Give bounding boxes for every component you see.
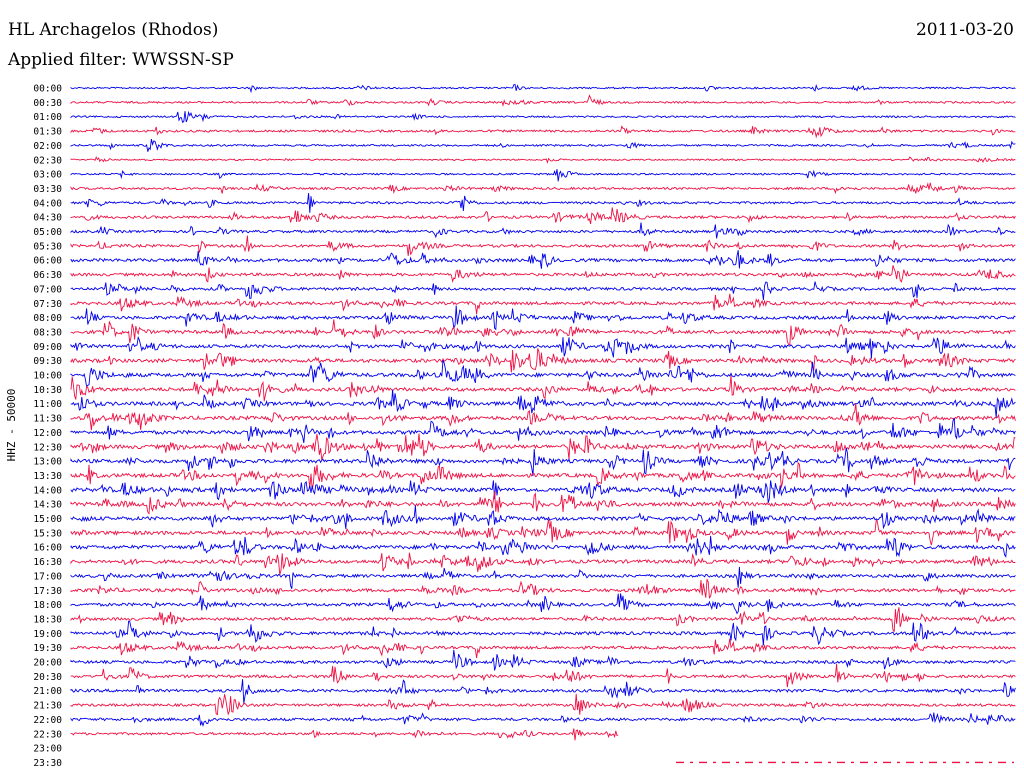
time-tick-label: 19:00 <box>33 629 62 640</box>
seismic-trace-0530 <box>70 235 1016 257</box>
seismic-trace-1900 <box>70 620 1016 646</box>
time-tick-label: 04:00 <box>33 198 62 209</box>
seismic-trace-0000 <box>70 83 1016 94</box>
seismic-trace-0230 <box>70 156 1016 164</box>
seismic-trace-2100 <box>70 679 1016 704</box>
seismic-trace-0400 <box>70 192 1016 213</box>
time-tick-label: 15:30 <box>33 528 62 539</box>
time-tick-label: 01:00 <box>33 112 62 123</box>
time-tick-label: 17:00 <box>33 571 62 582</box>
time-tick-label: 04:30 <box>33 213 62 224</box>
time-tick-label: 13:30 <box>33 471 62 482</box>
seismic-trace-0100 <box>70 110 1016 124</box>
seismic-trace-1730 <box>70 579 1016 599</box>
time-tick-label: 23:00 <box>33 744 62 755</box>
seismic-trace-2200 <box>70 712 1016 728</box>
time-tick-label: 05:00 <box>33 227 62 238</box>
seismic-trace-1600 <box>70 535 1016 558</box>
seismic-trace-1130 <box>70 403 1016 431</box>
time-tick-label: 18:30 <box>33 614 62 625</box>
seismic-trace-1000 <box>70 360 1016 388</box>
time-tick-label: 16:30 <box>33 557 62 568</box>
seismic-trace-0800 <box>70 305 1016 331</box>
seismic-trace-0730 <box>70 293 1016 315</box>
time-tick-label: 16:00 <box>33 543 62 554</box>
seismic-trace-2130 <box>70 693 1016 716</box>
time-tick-label: 08:30 <box>33 327 62 338</box>
time-tick-label: 22:30 <box>33 729 62 740</box>
seismic-trace-1700 <box>70 566 1016 589</box>
seismic-trace-0900 <box>70 335 1016 359</box>
seismic-trace-1830 <box>70 607 1016 633</box>
seismic-trace-0700 <box>70 281 1016 300</box>
time-tick-label: 02:30 <box>33 155 62 166</box>
time-tick-label: 00:30 <box>33 98 62 109</box>
seismic-trace-0430 <box>70 207 1016 225</box>
time-tick-label: 18:00 <box>33 600 62 611</box>
time-tick-label: 21:00 <box>33 686 62 697</box>
time-tick-label: 17:30 <box>33 586 62 597</box>
seismic-trace-1430 <box>70 491 1016 515</box>
time-tick-label: 02:00 <box>33 141 62 152</box>
time-tick-label: 14:00 <box>33 485 62 496</box>
time-tick-label: 09:30 <box>33 356 62 367</box>
time-tick-label: 12:00 <box>33 428 62 439</box>
time-tick-label: 21:30 <box>33 701 62 712</box>
time-tick-label: 03:30 <box>33 184 62 195</box>
y-axis-label: HHZ - 50000 <box>5 389 18 462</box>
seismic-trace-1100 <box>70 389 1016 418</box>
seismic-trace-0200 <box>70 139 1016 152</box>
seismic-trace-2230 <box>70 728 619 741</box>
time-tick-label: 01:30 <box>33 127 62 138</box>
time-tick-label: 10:30 <box>33 385 62 396</box>
time-tick-label: 06:00 <box>33 256 62 267</box>
seismic-trace-0930 <box>70 348 1016 373</box>
time-tick-label: 07:30 <box>33 299 62 310</box>
seismic-trace-1230 <box>70 433 1016 461</box>
time-tick-label: 11:30 <box>33 414 62 425</box>
seismic-trace-1500 <box>70 505 1016 530</box>
time-tick-label: 15:00 <box>33 514 62 525</box>
time-tick-label: 00:00 <box>33 84 62 95</box>
seismic-trace-1800 <box>70 593 1016 615</box>
seismic-trace-1630 <box>70 552 1016 576</box>
seismic-trace-0600 <box>70 250 1016 269</box>
time-tick-label: 10:00 <box>33 371 62 382</box>
seismic-trace-0630 <box>70 265 1016 283</box>
time-tick-label: 07:00 <box>33 284 62 295</box>
time-tick-label: 06:30 <box>33 270 62 281</box>
seismic-trace-1400 <box>70 480 1016 504</box>
seismic-trace-0830 <box>70 319 1016 346</box>
seismic-trace-0300 <box>70 169 1016 182</box>
station-title: HL Archagelos (Rhodos) <box>8 20 219 40</box>
seismic-trace-1300 <box>70 447 1016 476</box>
time-tick-label: 08:00 <box>33 313 62 324</box>
time-tick-label: 12:30 <box>33 442 62 453</box>
time-tick-label: 14:30 <box>33 500 62 511</box>
seismic-trace-1930 <box>70 638 1016 659</box>
recording-date: 2011-03-20 <box>915 20 1014 40</box>
time-tick-label: 11:00 <box>33 399 62 410</box>
time-tick-label: 22:00 <box>33 715 62 726</box>
time-tick-label: 23:30 <box>33 758 62 769</box>
time-tick-label: 19:30 <box>33 643 62 654</box>
seismic-trace-2030 <box>70 663 1016 688</box>
seismic-trace-0130 <box>70 125 1016 139</box>
time-tick-label: 03:00 <box>33 170 62 181</box>
seismic-trace-2000 <box>70 649 1016 671</box>
seismic-trace-1530 <box>70 519 1016 546</box>
time-tick-label: 20:00 <box>33 658 62 669</box>
time-tick-label: 13:00 <box>33 457 62 468</box>
time-tick-label: 09:00 <box>33 342 62 353</box>
seismic-trace-1030 <box>70 375 1016 402</box>
seismic-trace-1200 <box>70 417 1016 443</box>
time-tick-label: 05:30 <box>33 241 62 252</box>
seismic-trace-0500 <box>70 222 1016 239</box>
seismic-trace-0030 <box>70 94 1016 107</box>
seismic-trace-0330 <box>70 182 1016 195</box>
seismic-trace-1330 <box>70 461 1016 490</box>
filter-label: Applied filter: WWSSN-SP <box>8 50 234 70</box>
time-tick-label: 20:30 <box>33 672 62 683</box>
